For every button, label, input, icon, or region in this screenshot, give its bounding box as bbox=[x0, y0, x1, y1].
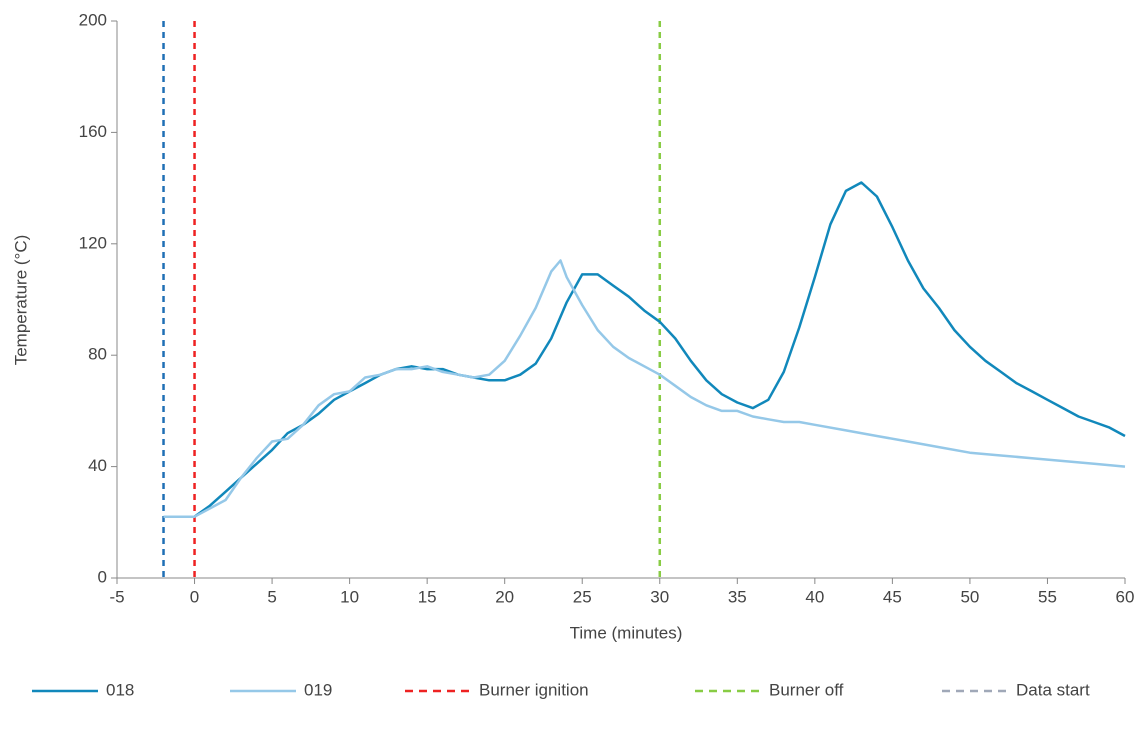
y-tick-label: 200 bbox=[79, 10, 107, 29]
y-axis-title: Temperature (°C) bbox=[11, 235, 30, 366]
x-tick-label: 5 bbox=[267, 587, 276, 606]
y-tick-label: 80 bbox=[88, 345, 107, 364]
x-tick-label: 20 bbox=[495, 587, 514, 606]
x-tick-label: 40 bbox=[805, 587, 824, 606]
legend-label: Burner off bbox=[769, 680, 844, 699]
legend-label: Data start bbox=[1016, 680, 1090, 699]
legend-label: Burner ignition bbox=[479, 680, 589, 699]
x-tick-label: 55 bbox=[1038, 587, 1057, 606]
x-tick-label: 0 bbox=[190, 587, 199, 606]
y-tick-label: 120 bbox=[79, 233, 107, 252]
x-tick-label: 45 bbox=[883, 587, 902, 606]
x-tick-label: 15 bbox=[418, 587, 437, 606]
x-tick-label: 30 bbox=[650, 587, 669, 606]
y-tick-label: 40 bbox=[88, 456, 107, 475]
y-tick-label: 160 bbox=[79, 122, 107, 141]
x-tick-label: 35 bbox=[728, 587, 747, 606]
x-tick-label: -5 bbox=[109, 587, 124, 606]
x-axis-title: Time (minutes) bbox=[570, 623, 683, 642]
series-line bbox=[163, 259, 1126, 518]
x-tick-label: 25 bbox=[573, 587, 592, 606]
x-tick-label: 10 bbox=[340, 587, 359, 606]
y-tick-label: 0 bbox=[98, 567, 107, 586]
legend-label: 018 bbox=[106, 680, 134, 699]
legend-label: 019 bbox=[304, 680, 332, 699]
x-tick-label: 60 bbox=[1116, 587, 1135, 606]
x-tick-label: 50 bbox=[960, 587, 979, 606]
series-line bbox=[163, 181, 1126, 518]
